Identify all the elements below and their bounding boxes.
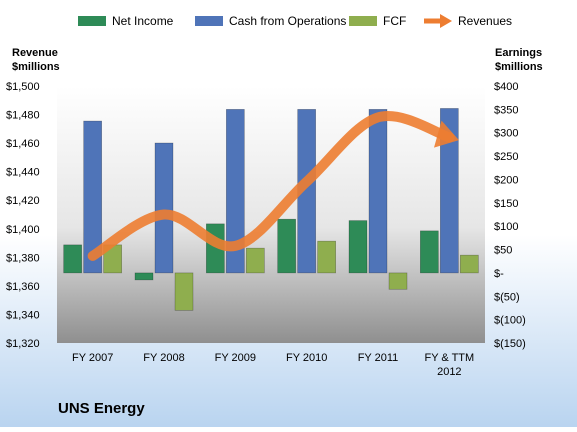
chart-title: UNS Energy: [58, 400, 145, 417]
left-tick-label: $1,380: [6, 252, 40, 264]
legend-swatch-cash-from-operations: [195, 16, 223, 26]
right-tick-label: $50: [494, 245, 512, 257]
cash-from-operations-bar: [226, 109, 245, 274]
legend-swatch-net-income: [78, 16, 106, 26]
right-axis-ticks: $(150) $(100) $(50) $- $50 $100 $150 $200 $250 $3…: [494, 81, 526, 350]
left-tick-label: $1,420: [6, 195, 40, 207]
legend-item-revenues: Revenues: [424, 14, 512, 28]
right-tick-label: $250: [494, 151, 518, 163]
left-axis-title-line1: Revenue: [12, 47, 58, 59]
cash-from-operations-bar: [368, 109, 388, 274]
net-income-bar: [134, 272, 154, 281]
left-tick-label: $1,440: [6, 167, 40, 179]
left-tick-label: $1,360: [6, 281, 40, 293]
x-tick-label: FY 2007: [72, 352, 113, 364]
x-tick-label: FY 2011: [358, 352, 399, 364]
x-tick-label: FY 2009: [215, 352, 256, 364]
right-tick-label: $200: [494, 174, 518, 186]
cash-from-operations-bar: [83, 120, 102, 274]
right-tick-label: $300: [494, 128, 518, 140]
left-tick-label: $1,460: [6, 138, 40, 150]
left-tick-label: $1,500: [6, 81, 40, 93]
x-tick-label: FY 2008: [143, 352, 184, 364]
legend-item-cash-from-operations: Cash from Operations: [195, 14, 346, 28]
right-tick-label: $(150): [494, 338, 526, 350]
right-axis-title-line2: $millions: [495, 61, 543, 73]
legend-swatch-fcf: [349, 16, 377, 26]
legend-item-net-income: Net Income: [78, 14, 174, 28]
legend-item-fcf: FCF: [349, 14, 406, 28]
fcf-bar: [317, 240, 336, 274]
legend-label-fcf: FCF: [383, 14, 406, 28]
right-tick-label: $400: [494, 81, 518, 93]
legend-arrowhead-revenues: [440, 14, 452, 28]
left-tick-label: $1,400: [6, 224, 40, 236]
left-tick-label: $1,320: [6, 338, 40, 350]
x-tick-label: FY 2010: [286, 352, 327, 364]
net-income-bar: [420, 230, 439, 274]
legend-label-net-income: Net Income: [112, 14, 174, 28]
right-tick-label: $-: [494, 268, 504, 280]
cash-from-operations-bar: [440, 108, 459, 274]
left-axis-ticks: $1,320 $1,340 $1,360 $1,380 $1,400 $1,420 $1,4…: [6, 81, 40, 350]
revenues-line: [87, 111, 455, 261]
net-income-bar: [348, 220, 368, 274]
legend: Net Income Cash from Operations FCF Reve…: [78, 14, 512, 28]
fcf-bar: [388, 272, 408, 290]
fcf-bar: [246, 247, 265, 274]
right-tick-label: $150: [494, 198, 518, 210]
legend-label-cash-from-operations: Cash from Operations: [229, 14, 346, 28]
cash-from-operations-bar: [154, 142, 174, 274]
x-axis-labels: FY 2007 FY 2008 FY 2009 FY 2010 FY 2011 FY & …: [72, 352, 474, 378]
left-tick-label: $1,340: [6, 309, 40, 321]
fcf-bar: [460, 254, 479, 274]
legend-label-revenues: Revenues: [458, 14, 512, 28]
net-income-bar: [63, 244, 82, 274]
left-axis-title-line2: $millions: [12, 61, 60, 73]
net-income-bar: [277, 218, 296, 274]
revenues-arrow: [87, 111, 459, 261]
fcf-bar: [174, 272, 194, 311]
left-tick-label: $1,480: [6, 110, 40, 122]
right-tick-label: $100: [494, 221, 518, 233]
right-axis-title-line1: Earnings: [495, 47, 542, 59]
x-tick-label: FY & TTM 2012: [424, 352, 474, 378]
right-tick-label: $(100): [494, 315, 526, 327]
right-tick-label: $(50): [494, 291, 520, 303]
revenues-arrowhead: [434, 120, 459, 148]
right-tick-label: $350: [494, 104, 518, 116]
